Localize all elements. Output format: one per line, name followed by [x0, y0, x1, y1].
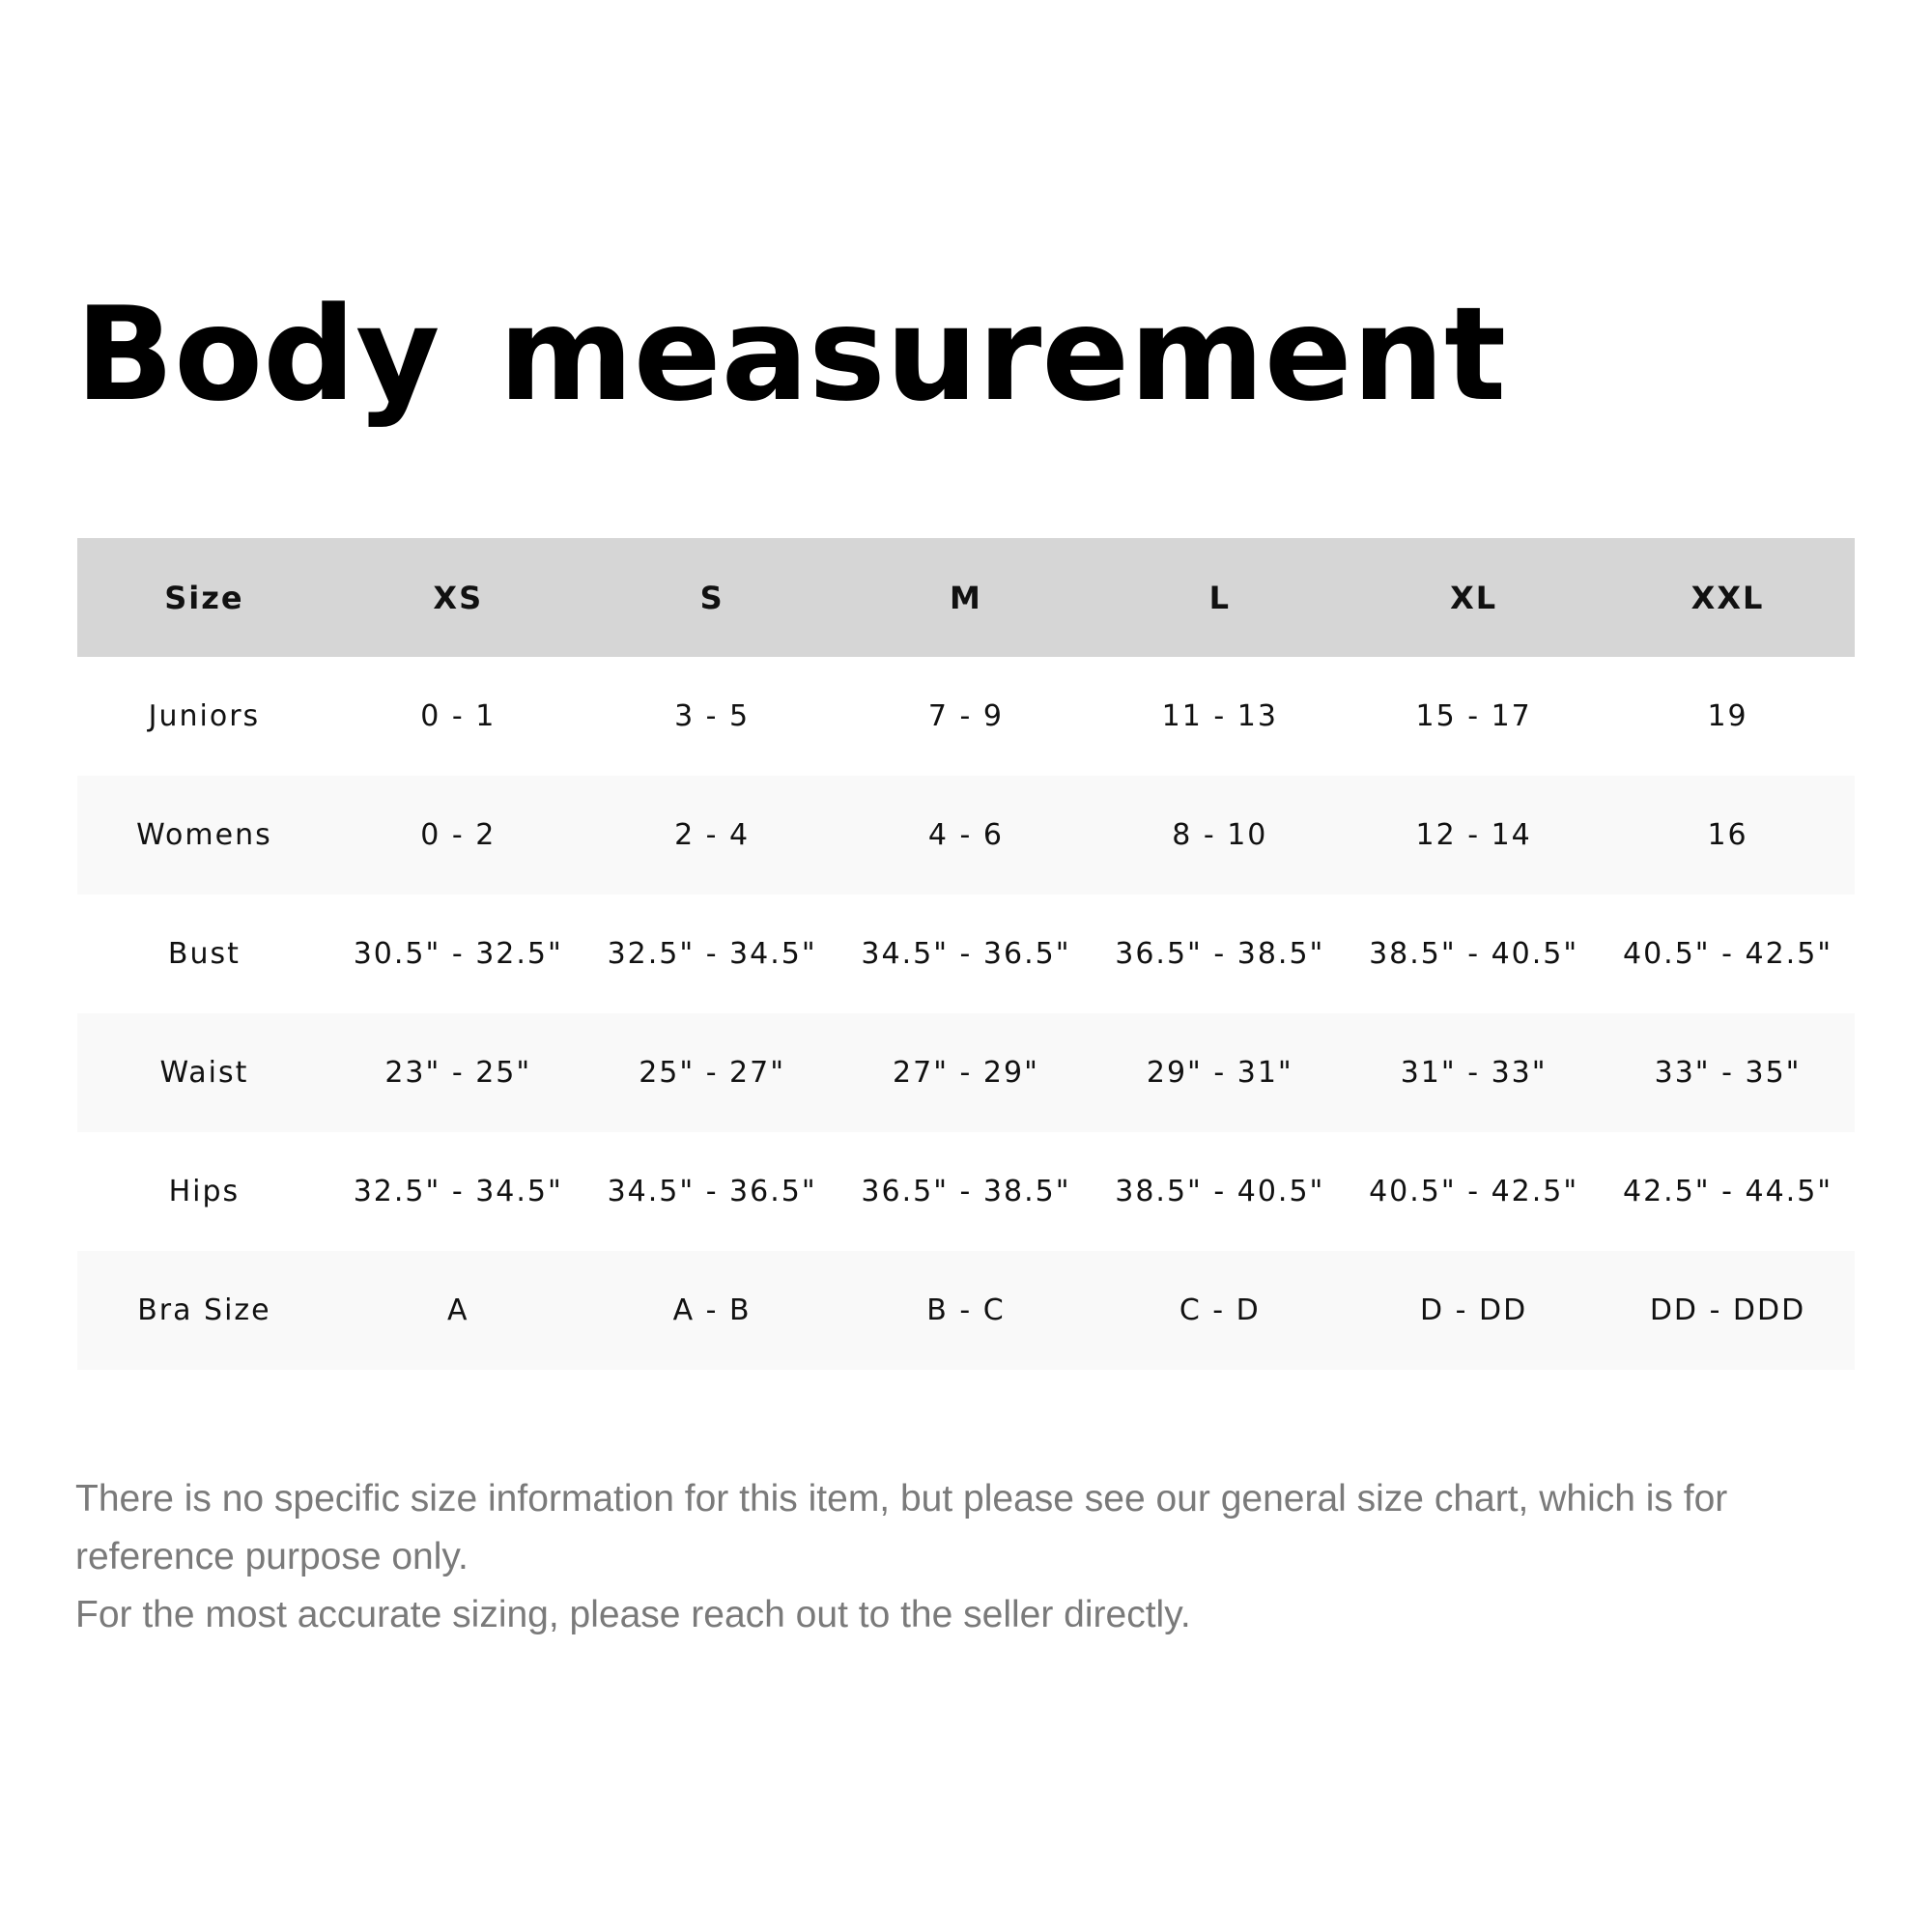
row-label: Bra Size [137, 1293, 271, 1327]
disclaimer-line: For the most accurate sizing, please rea… [75, 1594, 1191, 1635]
header-cell: S [699, 579, 724, 616]
table-cell: C - D [1179, 1293, 1261, 1327]
disclaimer-line: There is no specific size information fo… [75, 1478, 1728, 1577]
table-cell: 30.5" - 32.5" [353, 937, 563, 971]
page-title: Body measurement [75, 279, 1507, 430]
table-cell: 16 [1707, 818, 1748, 852]
table-cell: 42.5" - 44.5" [1622, 1175, 1833, 1208]
header-cell: Size [164, 579, 244, 616]
header-cell: M [950, 579, 982, 616]
table-header-row: Size XS S M L XL XXL [77, 538, 1855, 657]
table-cell: 38.5" - 40.5" [1115, 1175, 1325, 1208]
table-cell: 40.5" - 42.5" [1622, 937, 1833, 971]
size-disclaimer: There is no specific size information fo… [75, 1470, 1843, 1644]
table-cell: B - C [926, 1293, 1006, 1327]
table-row: Hips 32.5" - 34.5" 34.5" - 36.5" 36.5" - 38… [77, 1132, 1855, 1251]
table-cell: 0 - 1 [420, 699, 497, 733]
row-label: Hips [168, 1175, 241, 1208]
table-cell: 31" - 33" [1400, 1056, 1548, 1090]
table-row: Juniors 0 - 1 3 - 5 7 - 9 11 - 13 15 - 17 19 [77, 657, 1855, 776]
table-cell: 0 - 2 [420, 818, 497, 852]
table-cell: 38.5" - 40.5" [1369, 937, 1579, 971]
table-cell: 36.5" - 38.5" [1115, 937, 1325, 971]
row-label: Bust [167, 937, 241, 971]
table-cell: 7 - 9 [927, 699, 1004, 733]
table-row: Womens 0 - 2 2 - 4 4 - 6 8 - 10 12 - 14 16 [77, 776, 1855, 895]
table-cell: 40.5" - 42.5" [1369, 1175, 1579, 1208]
table-cell: 34.5" - 36.5" [607, 1175, 817, 1208]
table-cell: 19 [1707, 699, 1748, 733]
table-cell: A [447, 1293, 469, 1327]
table-cell: 36.5" - 38.5" [861, 1175, 1071, 1208]
table-row: Waist 23" - 25" 25" - 27" 27" - 29" 29" - 31… [77, 1013, 1855, 1132]
table-cell: 27" - 29" [893, 1056, 1039, 1090]
header-cell: XXL [1690, 579, 1765, 616]
table-cell: 32.5" - 34.5" [353, 1175, 563, 1208]
table-cell: 23" - 25" [384, 1056, 532, 1090]
table-row: Bust 30.5" - 32.5" 32.5" - 34.5" 34.5" - 36… [77, 895, 1855, 1013]
table-cell: 12 - 14 [1415, 818, 1532, 852]
table-cell: 8 - 10 [1172, 818, 1268, 852]
table-cell: D - DD [1420, 1293, 1528, 1327]
header-cell: XS [433, 579, 484, 616]
table-cell: 29" - 31" [1146, 1056, 1293, 1090]
table-cell: 2 - 4 [674, 818, 751, 852]
header-cell: XL [1450, 579, 1498, 616]
header-cell: L [1208, 579, 1231, 616]
table-cell: 25" - 27" [639, 1056, 786, 1090]
table-cell: 15 - 17 [1415, 699, 1532, 733]
table-row: Bra Size A A - B B - C C - D D - DD DD - DDD [77, 1251, 1855, 1370]
table-cell: 33" - 35" [1654, 1056, 1802, 1090]
row-label: Juniors [148, 699, 261, 733]
table-cell: DD - DDD [1649, 1293, 1806, 1327]
row-label: Womens [136, 818, 272, 852]
table-cell: 11 - 13 [1161, 699, 1278, 733]
table-cell: 32.5" - 34.5" [607, 937, 817, 971]
table-cell: 3 - 5 [674, 699, 751, 733]
size-chart-table: Size XS S M L XL XXL Juniors 0 - 1 3 - 5 7 … [77, 538, 1855, 1370]
row-label: Waist [159, 1056, 249, 1090]
table-cell: 34.5" - 36.5" [861, 937, 1071, 971]
table-cell: A - B [672, 1293, 752, 1327]
table-cell: 4 - 6 [927, 818, 1004, 852]
